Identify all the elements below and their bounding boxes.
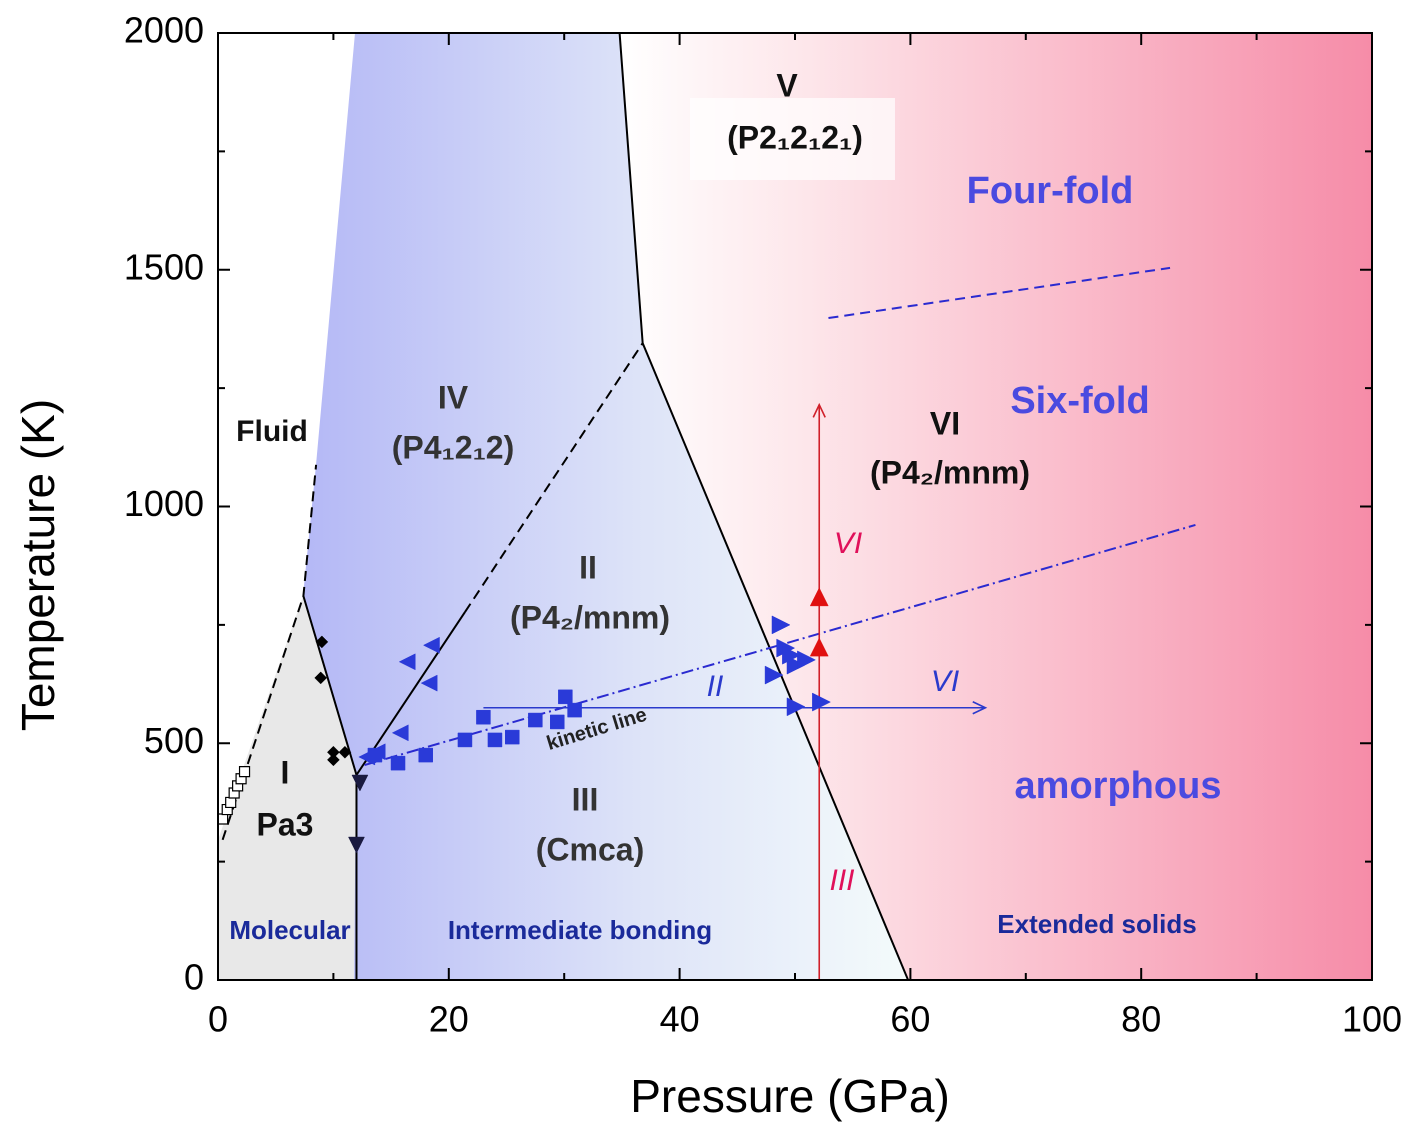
annotation: (P4₁2₁2) — [392, 429, 515, 465]
data-point — [351, 774, 369, 792]
annotation: Four-fold — [967, 170, 1134, 212]
data-point — [764, 665, 784, 685]
annotation: (Cmca) — [536, 831, 644, 867]
annotation: (P4₂/mnm) — [870, 454, 1030, 490]
label-backdrop — [690, 98, 895, 180]
background — [218, 33, 1372, 980]
data-point — [771, 615, 791, 635]
data-point — [487, 732, 503, 748]
data-point — [786, 655, 806, 675]
data-point — [315, 635, 329, 649]
annotation: Six-fold — [1010, 380, 1149, 422]
y-tick-label: 2000 — [124, 10, 204, 51]
annotation: I — [281, 754, 290, 790]
phase-boundary — [355, 611, 466, 776]
annotation: Fluid — [236, 415, 308, 448]
data-point — [558, 689, 573, 705]
annotation: Intermediate bonding — [448, 915, 712, 945]
annotation: VI — [930, 405, 960, 441]
data-point — [476, 709, 491, 725]
annotation: amorphous — [1015, 765, 1222, 807]
annotation: III — [829, 864, 854, 897]
data-point — [505, 729, 520, 745]
data-point — [418, 747, 433, 763]
molecular-region — [218, 596, 356, 980]
data-point — [314, 671, 328, 685]
y-tick-label: 1500 — [124, 246, 204, 287]
data-point — [528, 712, 543, 728]
x-tick-label: 100 — [1342, 999, 1402, 1040]
y-tick-label: 500 — [144, 720, 204, 761]
y-tick-label: 0 — [184, 957, 204, 998]
x-tick-label: 60 — [890, 999, 930, 1040]
data-point — [457, 732, 473, 748]
annotation: II — [707, 670, 724, 703]
x-tick-label: 40 — [660, 999, 700, 1040]
annotation: VI — [931, 665, 959, 698]
annotation: II — [579, 549, 597, 585]
data-point — [797, 650, 816, 670]
x-tick-label: 0 — [208, 999, 228, 1040]
arrow-head — [812, 402, 826, 418]
data-point — [809, 637, 829, 657]
x-tick-label: 80 — [1121, 999, 1161, 1040]
annotation: (P2₁2₁2₁) — [727, 119, 863, 155]
data-point — [217, 813, 229, 825]
data-point — [238, 766, 251, 778]
x-axis-label: Pressure (GPa) — [630, 1070, 950, 1122]
annotation: V — [776, 67, 798, 103]
data-point — [348, 836, 365, 854]
data-point — [422, 636, 440, 654]
annotation: Extended solids — [997, 909, 1196, 939]
data-point — [391, 724, 409, 742]
arrow-head — [972, 701, 988, 715]
x-tick-label: 20 — [429, 999, 469, 1040]
annotation: Molecular — [229, 915, 350, 945]
y-axis-label: Temperature (K) — [12, 399, 64, 731]
data-point — [367, 747, 383, 763]
phase-boundary — [364, 524, 1196, 766]
data-point — [420, 674, 438, 692]
data-point — [225, 796, 237, 809]
annotation: IV — [438, 379, 469, 415]
data-point — [782, 645, 801, 665]
annotation: Pa3 — [257, 806, 314, 842]
data-point — [812, 692, 831, 712]
annotation: (P4₂/mnm) — [510, 599, 670, 635]
intermediate-region — [303, 33, 908, 980]
data-point — [550, 714, 565, 730]
data-point — [327, 753, 340, 767]
y-tick-label: 1000 — [124, 483, 204, 524]
annotation: III — [572, 781, 599, 817]
data-point — [338, 745, 352, 759]
data-point — [398, 653, 416, 671]
annotation: VI — [834, 527, 862, 560]
phase-boundary — [464, 342, 644, 613]
data-point — [567, 702, 582, 718]
data-point — [786, 697, 806, 717]
phase-boundary — [828, 266, 1171, 320]
data-point — [809, 587, 829, 607]
data-point — [390, 755, 406, 771]
